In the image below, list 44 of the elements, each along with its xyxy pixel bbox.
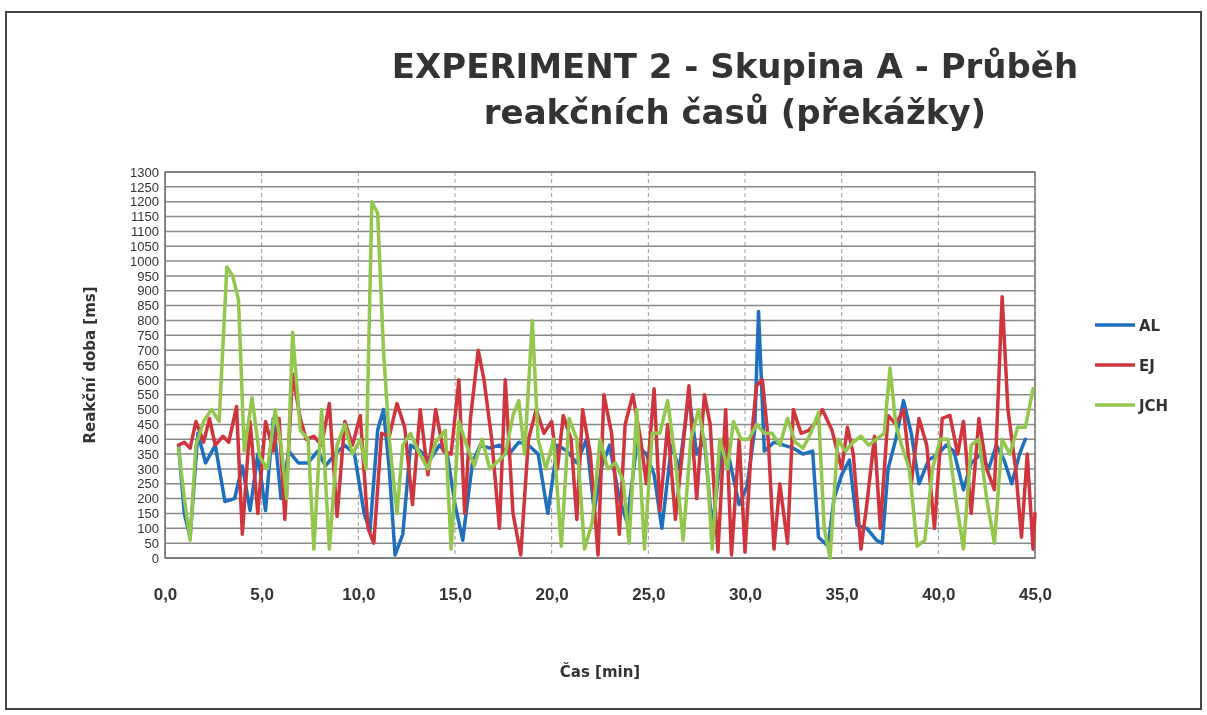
line-series: [176, 199, 1035, 560]
x-tick-label: 15,0: [438, 585, 473, 605]
y-tick-label: 700: [137, 342, 159, 358]
x-tick-label: 35,0: [825, 585, 859, 605]
x-tick-label: 5,0: [250, 585, 274, 605]
y-tick-label: 200: [137, 491, 159, 507]
y-tick-label: 1300: [130, 164, 159, 180]
y-tick-label: 600: [137, 372, 159, 388]
y-tick-label: 550: [137, 387, 159, 403]
y-tick-label: 250: [137, 476, 159, 492]
x-tick-label: 40,0: [922, 585, 956, 605]
x-tick-label: 10,0: [342, 585, 376, 605]
legend-label: EJ: [1139, 357, 1155, 375]
y-tick-label: 350: [137, 446, 159, 462]
y-tick-label: 950: [137, 268, 159, 284]
y-tick-label: 500: [137, 402, 159, 418]
y-tick-label: 400: [137, 431, 159, 447]
y-tick-label: 650: [137, 357, 159, 373]
x-tick-label: 0,0: [153, 585, 178, 605]
y-tick-label: 900: [137, 283, 159, 299]
legend-label: JCH: [1138, 397, 1169, 415]
y-tick-label: 1000: [130, 253, 159, 269]
y-tick-label: 150: [137, 506, 159, 522]
chart-title: EXPERIMENT 2 - Skupina A - Průběh reakčních časů (překážky): [391, 46, 1079, 132]
x-tick-label: 25,0: [632, 585, 666, 605]
y-tick-label: 300: [137, 461, 159, 477]
y-tick-label: 1050: [130, 238, 159, 254]
y-tick-label: 0: [151, 550, 159, 566]
y-tick-label: 1150: [131, 209, 159, 225]
y-tick-label: 1200: [130, 194, 159, 210]
x-tick-label: 20,0: [535, 585, 569, 605]
x-tick-label: 45,0: [1018, 585, 1053, 605]
legend-label: AL: [1139, 317, 1161, 335]
y-axis-title: Reakční doba [ms]: [81, 286, 99, 444]
y-tick-label: 750: [137, 327, 159, 343]
x-tick-label: 30,0: [728, 585, 763, 605]
y-tick-label: 850: [137, 298, 159, 314]
y-tick-label: 800: [137, 313, 159, 329]
y-tick-label: 100: [137, 520, 159, 536]
y-tick-label: 450: [137, 417, 159, 433]
y-tick-label: 1100: [131, 224, 159, 240]
y-tick-label: 1250: [130, 179, 159, 195]
y-tick-label: 50: [144, 535, 159, 551]
x-axis-title: Čas [min]: [559, 662, 641, 681]
